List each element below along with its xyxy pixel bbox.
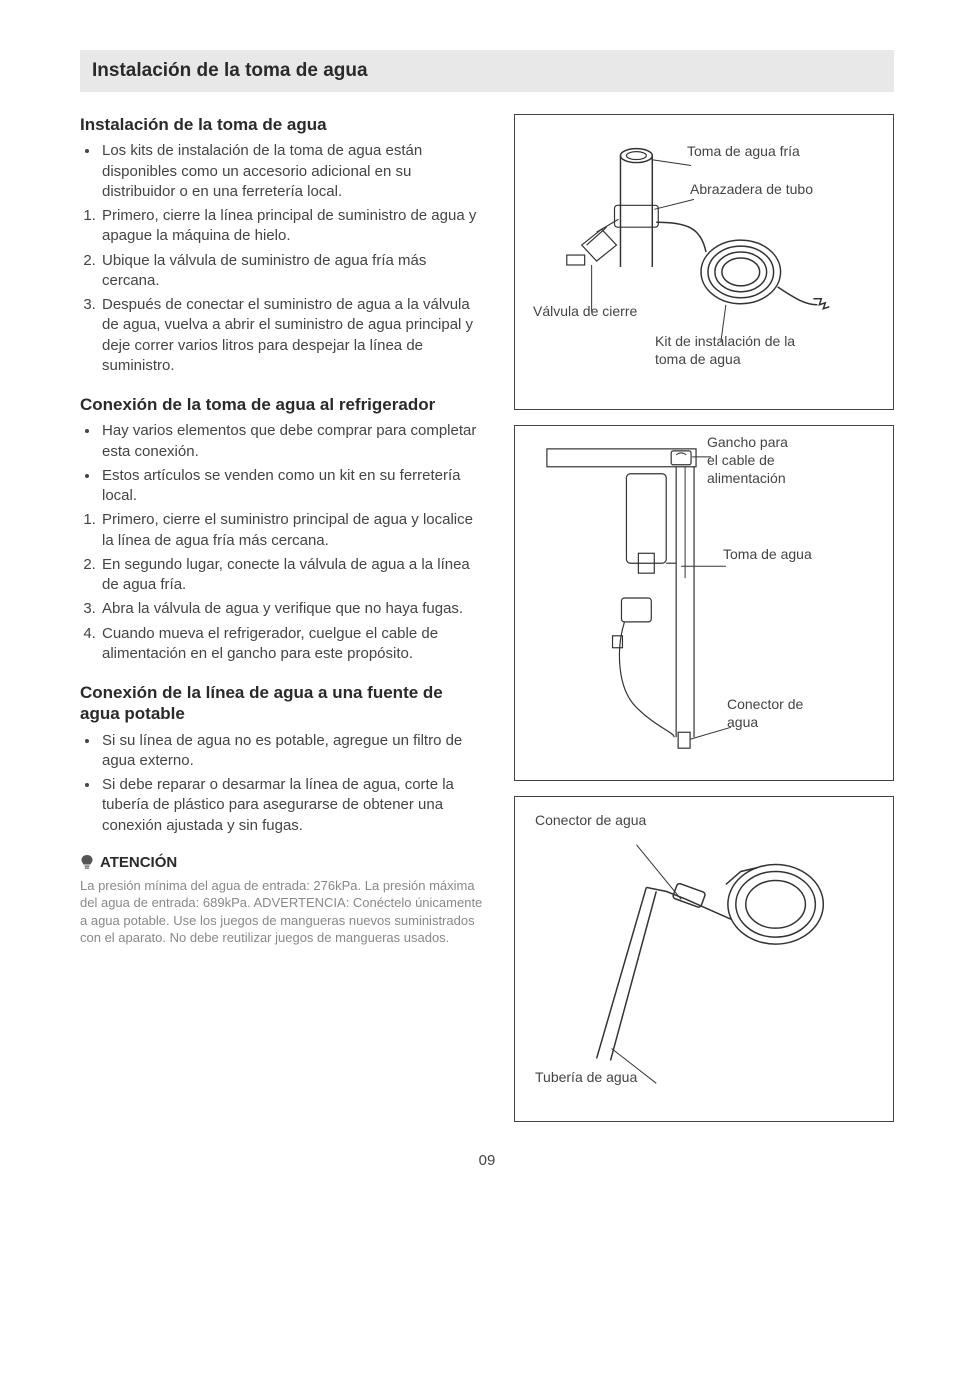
s2-bullet2: Estos artículos se venden como un kit en… (100, 466, 484, 507)
d2-label-conn2: agua (727, 714, 758, 730)
diagram-connector: Conector de agua Tubería de agua (514, 796, 894, 1122)
section-header: Instalación de la toma de agua (80, 50, 894, 92)
d2-label-hook1: Gancho para (707, 434, 788, 450)
diagram-fridge-back: Gancho para el cable de alimentación Tom… (514, 425, 894, 781)
s2-step1: Primero, cierre el suministro principal … (100, 510, 484, 551)
d1-label-valve: Válvula de cierre (533, 303, 637, 319)
s1-bullet: Los kits de instalación de la toma de ag… (100, 141, 484, 202)
lightbulb-icon (80, 854, 94, 870)
subhead-connect-fridge: Conexión de la toma de agua al refrigera… (80, 394, 484, 415)
d2-label-hook3: alimentación (707, 470, 786, 486)
d3-label-tube: Tubería de agua (535, 1069, 637, 1085)
d2-label-conn1: Conector de (727, 696, 803, 712)
right-column: Toma de agua fría Abrazadera de tubo Vál… (514, 114, 894, 1122)
s1-step2: Ubique la válvula de suministro de agua … (100, 251, 484, 292)
s1-step3: Después de conectar el suministro de agu… (100, 295, 484, 376)
s2-bullet1: Hay varios elementos que debe comprar pa… (100, 421, 484, 462)
page-number: 09 (80, 1152, 894, 1169)
d1-label-cold: Toma de agua fría (687, 143, 800, 159)
attention-label: ATENCIÓN (100, 854, 177, 871)
d2-label-hook2: el cable de (707, 452, 775, 468)
s2-step3: Abra la válvula de agua y verifique que … (100, 599, 484, 619)
d1-label-kit1: Kit de instalación de la (655, 333, 795, 349)
subhead-install: Instalación de la toma de agua (80, 114, 484, 135)
subhead-potable: Conexión de la línea de agua a una fuent… (80, 682, 484, 725)
s2-step2: En segundo lugar, conecte la válvula de … (100, 555, 484, 596)
diagram-install-kit: Toma de agua fría Abrazadera de tubo Vál… (514, 114, 894, 410)
d3-label-conn: Conector de agua (535, 812, 646, 828)
attention-text: La presión mínima del agua de entrada: 2… (80, 877, 484, 947)
s3-bullet1: Si su línea de agua no es potable, agreg… (100, 731, 484, 772)
d1-label-clamp: Abrazadera de tubo (690, 181, 813, 197)
s1-step1: Primero, cierre la línea principal de su… (100, 206, 484, 247)
left-column: Instalación de la toma de agua Los kits … (80, 114, 484, 1122)
s3-bullet2: Si debe reparar o desarmar la línea de a… (100, 775, 484, 836)
s2-step4: Cuando mueva el refrigerador, cuelgue el… (100, 624, 484, 665)
d1-label-kit2: toma de agua (655, 351, 741, 367)
d2-label-inlet: Toma de agua (723, 546, 812, 562)
attention-heading: ATENCIÓN (80, 854, 484, 871)
